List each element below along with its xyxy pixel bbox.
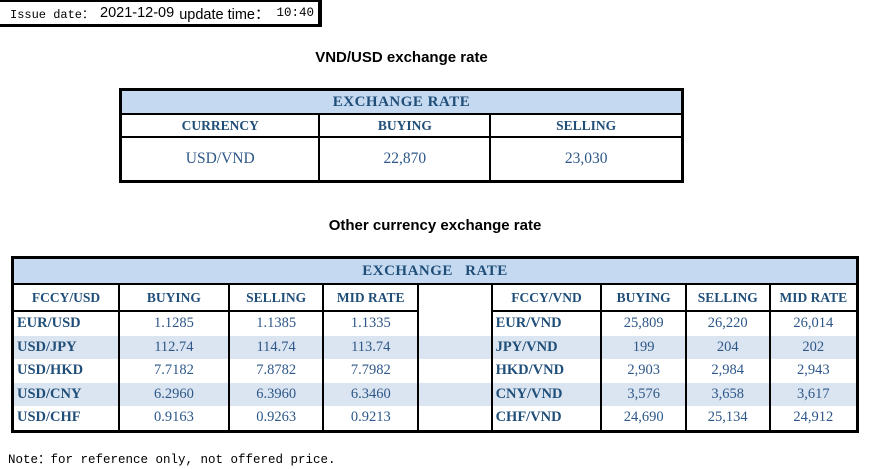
rate-value: 25,809 <box>600 311 687 336</box>
rate-value: 1.1385 <box>227 311 325 336</box>
rate-value: 3,617 <box>768 382 859 406</box>
rate-value: 6.3460 <box>322 382 420 406</box>
currency-pair-label: HKD/VND <box>490 359 603 383</box>
table-row: USD/CNY 6.2960 6.3960 6.3460 CNY/VND 3,5… <box>11 382 859 406</box>
rate-value: 0.9213 <box>322 406 420 431</box>
column-header-vnd-midrate: MID RATE <box>768 283 859 312</box>
issue-date-box: Issue date： 2021-12-09 update time： 10:4… <box>0 0 322 27</box>
rate-value: 7.7182 <box>117 359 230 383</box>
rate-value: 113.74 <box>322 335 420 359</box>
gap-column <box>418 283 492 311</box>
gap-column <box>418 335 492 359</box>
buying-rate-value: 22,870 <box>318 136 492 183</box>
currency-pair-label: USD/JPY <box>11 335 120 359</box>
column-header-fccy-usd: FCCY/USD <box>11 283 120 312</box>
rate-value: 0.9263 <box>227 406 325 431</box>
rate-value: 2,984 <box>684 359 771 383</box>
rate-value: 1.1285 <box>117 311 230 336</box>
gap-column <box>418 311 492 336</box>
rate-value: 204 <box>684 335 771 359</box>
column-header-vnd-buying: BUYING <box>600 283 687 312</box>
rate-value: 7.8782 <box>227 359 325 383</box>
rate-value: 6.2960 <box>117 382 230 406</box>
rate-value: 199 <box>600 335 687 359</box>
gap-column <box>418 359 492 383</box>
other-exchange-rate-table: EXCHANGE RATE FCCY/USD BUYING SELLING MI… <box>11 256 859 433</box>
rate-value: 24,912 <box>768 406 859 431</box>
update-time-label: update time： <box>179 6 270 23</box>
banner-row: EXCHANGE RATE <box>119 88 684 115</box>
reference-note: Note：for reference only, not offered pri… <box>8 453 336 467</box>
currency-pair-label: USD/HKD <box>11 359 120 383</box>
update-time-value: 10:40 <box>276 6 314 20</box>
rate-value: 25,134 <box>684 406 771 431</box>
column-header-selling: SELLING <box>489 113 684 138</box>
rate-value: 0.9163 <box>117 406 230 431</box>
column-header-currency: CURRENCY <box>119 113 321 138</box>
currency-pair-label: CHF/VND <box>490 406 603 431</box>
usd-table-title: VND/USD exchange rate <box>315 49 488 66</box>
issue-date-value: 2021-12-09 <box>100 5 175 21</box>
rate-value: 7.7982 <box>322 359 420 383</box>
column-header-fccy-vnd: FCCY/VND <box>490 283 603 312</box>
header-row: FCCY/USD BUYING SELLING MID RATE FCCY/VN… <box>11 283 859 312</box>
rate-value: 24,690 <box>600 406 687 431</box>
currency-pair-label: EUR/USD <box>11 311 120 336</box>
currency-pair-label: USD/VND <box>119 136 321 183</box>
currency-pair-label: EUR/VND <box>490 311 603 336</box>
currency-pair-label: USD/CNY <box>11 382 120 406</box>
other-table-title: Other currency exchange rate <box>328 217 542 234</box>
table-row: USD/JPY 112.74 114.74 113.74 JPY/VND 199… <box>11 335 859 359</box>
column-header-usd-selling: SELLING <box>227 283 325 312</box>
currency-pair-label: JPY/VND <box>490 335 603 359</box>
rate-value: 1.1335 <box>322 311 420 336</box>
banner-row: EXCHANGE RATE <box>11 256 859 285</box>
rate-value: 26,014 <box>768 311 859 336</box>
gap-column <box>418 382 492 406</box>
table-banner: EXCHANGE RATE <box>11 256 859 285</box>
usd-exchange-rate-table: EXCHANGE RATE CURRENCY BUYING SELLING US… <box>119 88 684 183</box>
currency-pair-label: CNY/VND <box>490 382 603 406</box>
table-row: USD/VND 22,870 23,030 <box>119 136 684 183</box>
currency-pair-label: USD/CHF <box>11 406 120 431</box>
column-header-buying: BUYING <box>318 113 492 138</box>
header-row: CURRENCY BUYING SELLING <box>119 113 684 138</box>
column-header-vnd-selling: SELLING <box>684 283 771 312</box>
rate-value: 26,220 <box>684 311 771 336</box>
gap-column <box>418 406 492 431</box>
rate-value: 3,576 <box>600 382 687 406</box>
table-row: USD/HKD 7.7182 7.8782 7.7982 HKD/VND 2,9… <box>11 359 859 383</box>
rate-value: 2,903 <box>600 359 687 383</box>
column-header-usd-midrate: MID RATE <box>322 283 420 312</box>
rate-value: 2,943 <box>768 359 859 383</box>
rate-value: 112.74 <box>117 335 230 359</box>
rate-value: 114.74 <box>227 335 325 359</box>
rate-value: 3,658 <box>684 382 771 406</box>
rate-value: 6.3960 <box>227 382 325 406</box>
selling-rate-value: 23,030 <box>489 136 684 183</box>
rate-value: 202 <box>768 335 859 359</box>
table-row: USD/CHF 0.9163 0.9263 0.9213 CHF/VND 24,… <box>11 406 859 431</box>
table-banner: EXCHANGE RATE <box>119 88 684 115</box>
column-header-usd-buying: BUYING <box>117 283 230 312</box>
table-row: EUR/USD 1.1285 1.1385 1.1335 EUR/VND 25,… <box>11 311 859 336</box>
issue-date-label: Issue date： <box>10 7 95 22</box>
